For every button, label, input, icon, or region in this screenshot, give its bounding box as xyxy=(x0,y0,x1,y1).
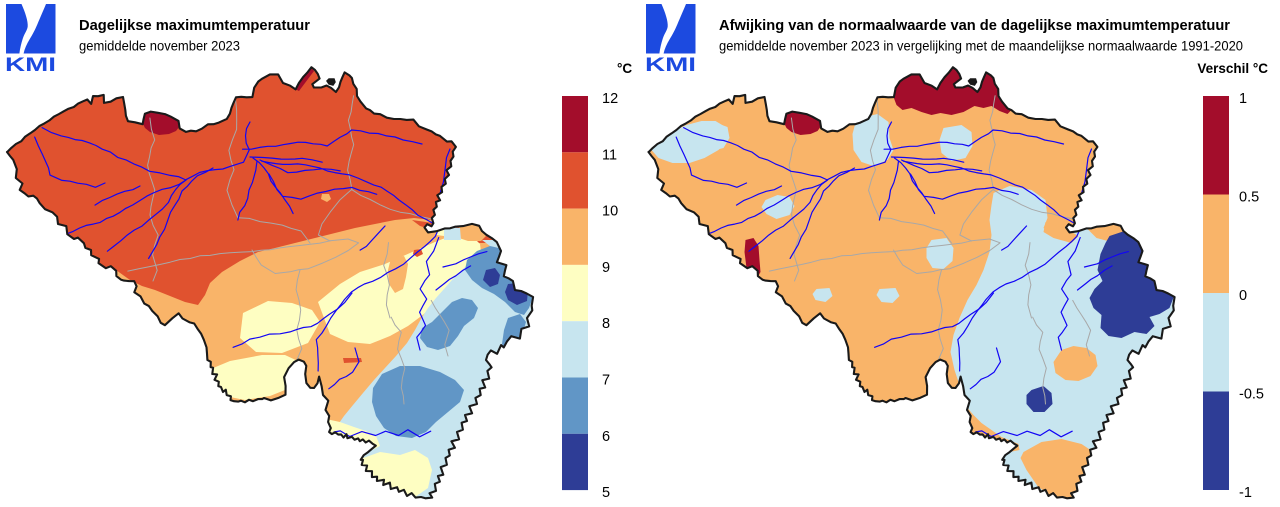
svg-text:10: 10 xyxy=(602,204,618,220)
svg-text:Afwijking van de normaalwaarde: Afwijking van de normaalwaarde van de da… xyxy=(719,17,1230,34)
svg-text:gemiddelde november 2023 in ve: gemiddelde november 2023 in vergelijking… xyxy=(719,39,1243,54)
svg-text:5: 5 xyxy=(602,485,610,501)
svg-text:-1: -1 xyxy=(1239,485,1252,501)
svg-text:9: 9 xyxy=(602,260,610,276)
svg-text:8: 8 xyxy=(602,316,610,332)
svg-text:°C: °C xyxy=(617,61,632,76)
svg-text:12: 12 xyxy=(602,91,618,107)
svg-text:-0.5: -0.5 xyxy=(1239,387,1264,403)
svg-text:6: 6 xyxy=(602,429,610,445)
svg-text:1: 1 xyxy=(1239,91,1247,107)
svg-text:gemiddelde november 2023: gemiddelde november 2023 xyxy=(79,39,240,54)
svg-text:7: 7 xyxy=(602,373,610,389)
svg-text:KMI: KMI xyxy=(645,54,696,76)
svg-text:11: 11 xyxy=(602,147,617,163)
svg-text:KMI: KMI xyxy=(5,54,56,76)
svg-text:Dagelijkse maximumtemperatuur: Dagelijkse maximumtemperatuur xyxy=(79,17,310,34)
svg-text:Verschil °C: Verschil °C xyxy=(1197,61,1268,76)
svg-text:0.5: 0.5 xyxy=(1239,190,1259,206)
svg-text:0: 0 xyxy=(1239,288,1247,304)
